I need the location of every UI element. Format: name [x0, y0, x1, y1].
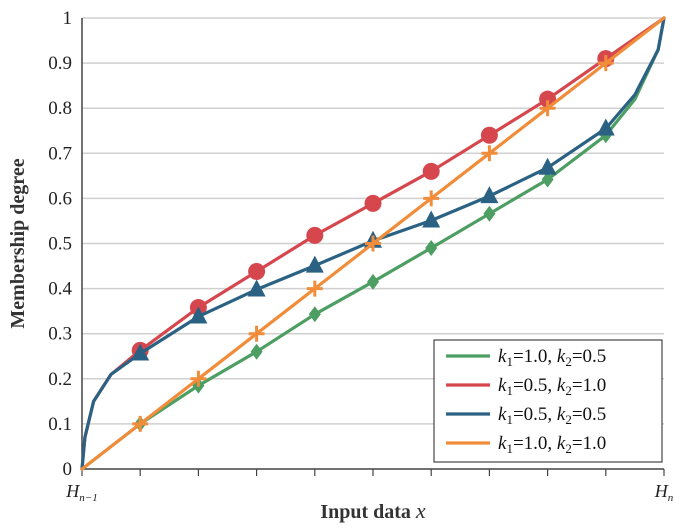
marker-plus: [132, 415, 149, 432]
y-tick-label: 1: [63, 8, 73, 29]
marker-triangle: [189, 306, 208, 324]
marker-triangle: [538, 157, 557, 175]
x-axis-title-text: Input data: [320, 501, 416, 523]
marker-triangle: [422, 210, 441, 228]
legend-entry: k1=1.0, k2=1.0: [498, 433, 606, 456]
marker-plus: [539, 100, 556, 117]
series-group: [80, 16, 666, 471]
axes: [81, 18, 665, 476]
x-axis-title: Input data x: [320, 498, 426, 523]
y-tick-label: 0.9: [48, 53, 72, 74]
series-line: [80, 16, 666, 471]
x-axis-title-variable: x: [415, 498, 426, 523]
marker-circle: [422, 162, 440, 180]
y-tick-labels: 0 0.1 0.2 0.3 0.4 0.5 0.6 0.7 0.8 0.9 1: [48, 8, 72, 480]
y-tick-label: 0.7: [48, 143, 72, 164]
x-tick-label-left-sub: n−1: [79, 492, 97, 504]
marker-plus: [365, 235, 381, 252]
y-tick-label: 0.6: [48, 188, 72, 209]
marker-triangle: [131, 343, 150, 361]
marker-diamond: [308, 306, 321, 323]
marker-triangle: [596, 118, 615, 136]
y-tick-label: 0.1: [48, 414, 72, 435]
marker-diamond: [250, 343, 263, 360]
marker-plus: [423, 190, 440, 207]
y-tick-label: 0: [63, 459, 73, 480]
y-tick-label: 0.8: [48, 98, 72, 119]
x-tick-label-right: Hn: [654, 481, 674, 504]
marker-plus: [190, 370, 207, 387]
x-tick-label-right-main: H: [654, 481, 669, 501]
y-tick-label: 0.2: [48, 369, 72, 390]
y-tick-label: 0.4: [48, 279, 72, 300]
legend-entry: k1=0.5, k2=1.0: [498, 375, 606, 398]
marker-diamond: [425, 240, 438, 257]
legend: k1=1.0, k2=0.5 k1=0.5, k2=1.0 k1=0.5, k2=0…: [433, 339, 663, 463]
marker-plus: [481, 145, 498, 162]
marker-circle: [364, 194, 382, 212]
marker-diamond: [541, 171, 554, 188]
marker-circle: [480, 126, 498, 144]
marker-triangle: [247, 279, 266, 297]
marker-triangle: [305, 255, 324, 273]
x-tick-labels: Hn−1 Hn: [65, 481, 673, 504]
series-4: [80, 16, 666, 471]
marker-circle: [248, 262, 266, 280]
x-tick-label-left: Hn−1: [65, 481, 97, 504]
marker-plus: [248, 325, 265, 342]
legend-entry: k1=0.5, k2=0.5: [498, 404, 606, 427]
marker-circle: [306, 226, 324, 244]
marker-diamond: [483, 205, 496, 222]
marker-plus: [306, 280, 323, 297]
y-tick-label: 0.3: [48, 324, 72, 345]
marker-diamond: [367, 273, 379, 290]
y-axis-title: Membership degree: [7, 158, 29, 328]
marker-plus: [597, 55, 614, 72]
x-tick-label-left-main: H: [65, 481, 80, 501]
x-tick-label-right-sub: n: [668, 492, 674, 504]
marker-triangle: [480, 186, 499, 204]
y-tick-label: 0.5: [48, 234, 72, 255]
legend-entry: k1=1.0, k2=0.5: [498, 346, 606, 369]
